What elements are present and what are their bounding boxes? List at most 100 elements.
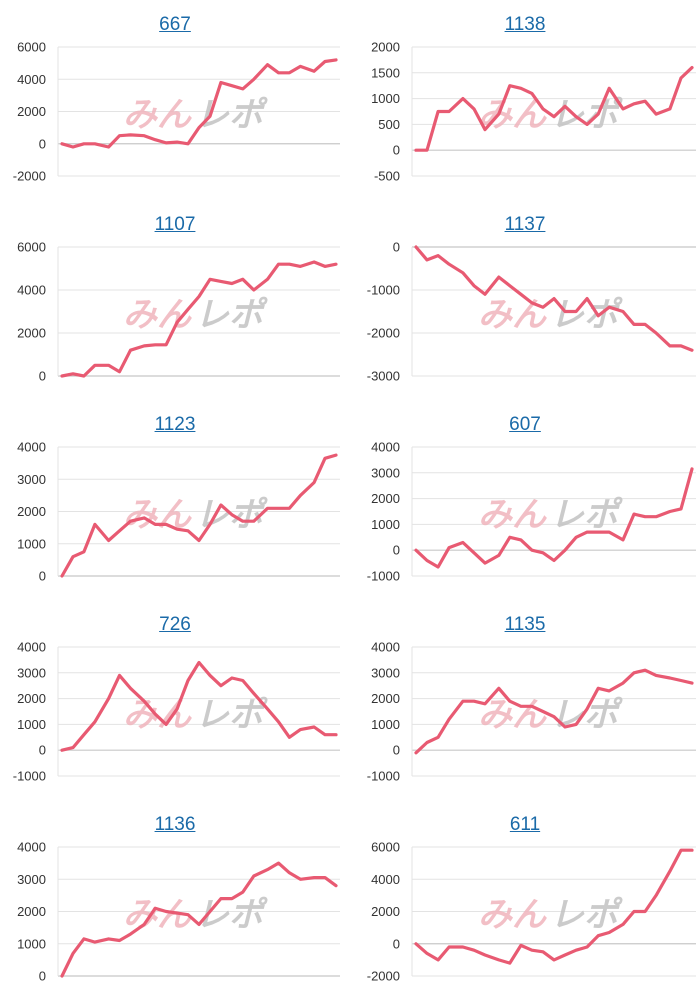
y-tick-label: 0 [393,240,400,255]
svg-text:みん: みん [478,495,547,535]
svg-text:みん: みん [478,295,547,335]
svg-text:レポ: レポ [550,695,623,735]
watermark-logo: みん レポ [478,95,623,135]
line-chart-607: 4000 3000 2000 1000 0 -1000 みん レポ [367,440,696,584]
line-chart-1107: 6000 4000 2000 0 みん レポ [17,240,340,384]
y-tick-label: 0 [39,136,46,151]
y-tick-label: 3000 [17,665,46,680]
chart-panel-1137: 0 -1000 -2000 -3000 みん レポ 1137 [350,200,700,400]
y-tick-label: 2000 [17,904,46,919]
y-tick-label: 4000 [371,640,400,655]
y-tick-label: 4000 [17,440,46,455]
series-line [414,65,694,152]
y-tick-label: 4000 [371,872,400,887]
y-tick-label: -500 [374,169,400,184]
watermark-logo: みん レポ [123,295,268,335]
y-tick-label: 4000 [17,283,46,298]
chart-title-link[interactable]: 667 [159,14,191,35]
y-tick-label: 6000 [17,240,46,255]
chart-panel-1107: 6000 4000 2000 0 みん レポ 1107 [0,200,350,400]
y-tick-label: 2000 [17,504,46,519]
svg-text:みん: みん [123,95,192,135]
line-chart-1138: 2000 1500 1000 500 0 -500 みん レポ [371,40,696,184]
svg-text:みん: みん [123,295,192,335]
line-chart-1123: 4000 3000 2000 1000 0 みん レポ [17,440,340,584]
y-tick-label: 3000 [371,665,400,680]
series-line [414,245,694,352]
chart-title-link[interactable]: 1136 [154,814,196,835]
watermark-logo: みん レポ [478,295,623,335]
y-tick-label: 3000 [17,472,46,487]
y-tick-label: 0 [39,369,46,384]
chart-title-link[interactable]: 611 [509,814,541,835]
y-tick-label: 1000 [17,536,46,551]
y-tick-label: 6000 [17,40,46,55]
chart-title-link[interactable]: 1137 [504,214,546,235]
y-tick-label: 0 [393,543,400,558]
y-tick-label: 4000 [17,640,46,655]
y-tick-label: 0 [39,569,46,584]
y-tick-label: -1000 [367,569,400,584]
chart-panel-1136: 4000 3000 2000 1000 0 みん レポ 1136 [0,800,350,1000]
y-tick-label: 2000 [371,491,400,506]
line-chart-1136: 4000 3000 2000 1000 0 みん レポ [17,840,340,984]
chart-title-link[interactable]: 1123 [154,414,196,435]
y-tick-label: 2000 [371,691,400,706]
chart-panel-611: 6000 4000 2000 0 -2000 みん レポ 611 [350,800,700,1000]
chart-panel-1135: 4000 3000 2000 1000 0 -1000 みん レポ 1135 [350,600,700,800]
chart-panel-667: 6000 4000 2000 0 -2000 みん レポ 667 [0,0,350,200]
watermark-logo: みん レポ [478,895,623,935]
series-line [60,861,338,978]
series-line [60,660,338,752]
series-line [60,260,338,378]
y-tick-label: 1000 [371,717,400,732]
line-chart-611: 6000 4000 2000 0 -2000 みん レポ [367,840,696,984]
watermark-logo: みん レポ [123,95,268,135]
series-line [60,453,338,578]
y-tick-label: -1000 [367,769,400,784]
series-line [414,467,694,569]
series-line [60,58,338,149]
svg-text:レポ: レポ [195,95,268,135]
line-chart-1137: 0 -1000 -2000 -3000 みん レポ [367,240,696,384]
y-tick-label: -1000 [367,283,400,298]
line-chart-667: 6000 4000 2000 0 -2000 みん レポ [13,40,340,184]
chart-panel-1138: 2000 1500 1000 500 0 -500 みん レポ 1138 [350,0,700,200]
y-tick-label: 1000 [371,91,400,106]
y-tick-label: 0 [393,743,400,758]
chart-panel-1123: 4000 3000 2000 1000 0 みん レポ 1123 [0,400,350,600]
y-tick-label: 3000 [371,465,400,480]
svg-text:みん: みん [478,895,547,935]
chart-title-link[interactable]: 726 [159,614,191,635]
watermark-logo: みん レポ [123,495,268,535]
y-tick-label: 4000 [17,840,46,855]
svg-text:レポ: レポ [550,95,623,135]
y-tick-label: -3000 [367,369,400,384]
y-tick-label: 0 [393,936,400,951]
y-tick-label: 0 [39,743,46,758]
chart-title-link[interactable]: 607 [509,414,541,435]
svg-text:レポ: レポ [195,295,268,335]
y-tick-label: 4000 [371,440,400,455]
y-tick-label: 1000 [17,936,46,951]
chart-title-link[interactable]: 1135 [504,614,546,635]
y-tick-label: 1000 [371,517,400,532]
y-tick-label: 1000 [17,717,46,732]
y-tick-label: 2000 [371,904,400,919]
watermark-logo: みん レポ [478,495,623,535]
series-line [414,848,694,965]
chart-title-link[interactable]: 1138 [504,14,546,35]
chart-panel-607: 4000 3000 2000 1000 0 -1000 みん レポ 607 [350,400,700,600]
y-tick-label: -2000 [367,969,400,984]
y-tick-label: 1500 [371,65,400,80]
y-tick-label: -2000 [13,169,46,184]
chart-title-link[interactable]: 1107 [154,214,196,235]
y-tick-label: -2000 [367,326,400,341]
y-tick-label: 500 [378,117,400,132]
svg-text:みん: みん [478,95,547,135]
y-tick-label: -1000 [13,769,46,784]
y-tick-label: 0 [39,969,46,984]
svg-text:レポ: レポ [550,895,623,935]
y-tick-label: 2000 [17,104,46,119]
watermark-logo: みん レポ [123,895,268,935]
